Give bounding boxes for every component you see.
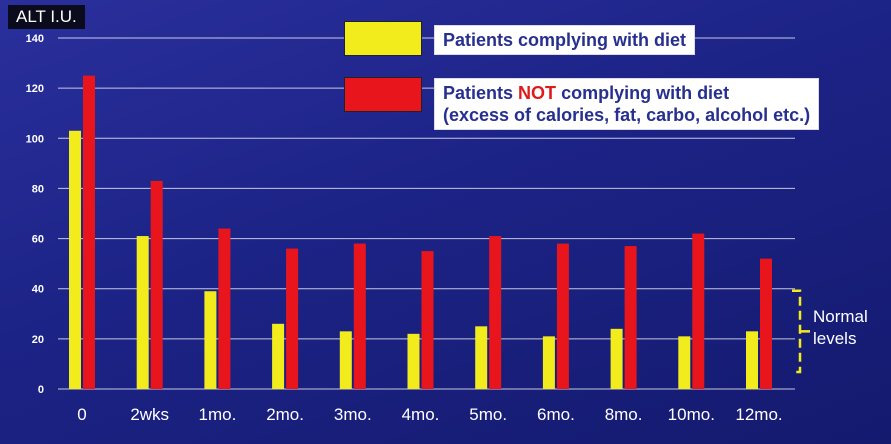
bar-not-complying: [83, 75, 95, 389]
x-tick-label: 10mo.: [668, 405, 715, 424]
bar-not-complying: [353, 243, 366, 389]
x-tick-label: 4mo.: [402, 405, 440, 424]
normal-levels-bracket: [792, 289, 802, 374]
bar-not-complying: [760, 258, 772, 389]
bar-complying: [475, 326, 488, 389]
y-tick-label: 140: [26, 33, 44, 45]
bar-not-complying: [624, 246, 637, 389]
legend-label-not-detail: (excess of calories, fat, carbo, alcohol…: [443, 105, 811, 125]
y-tick-label: 60: [32, 234, 44, 246]
bar-complying: [339, 331, 352, 389]
bar-complying: [746, 331, 758, 389]
bar-complying: [407, 333, 420, 389]
x-tick-label: 5mo.: [469, 405, 507, 424]
legend-swatch-not-complying: [344, 77, 422, 112]
legend-label-not-prefix: Patients: [443, 83, 514, 103]
y-tick-label: 0: [38, 384, 44, 396]
bar-complying: [69, 130, 81, 389]
bar-not-complying: [421, 251, 434, 389]
x-tick-label: 2wks: [130, 405, 169, 424]
bar-not-complying: [150, 180, 163, 389]
normal-levels-line2: levels: [813, 329, 857, 348]
normal-levels-annotation: Normal levels: [813, 306, 868, 350]
y-axis-label: ALT I.U.: [8, 5, 85, 29]
x-tick-label: 8mo.: [605, 405, 643, 424]
legend-label-not-word: NOT: [518, 83, 557, 103]
legend-entry-not-complying: Patients NOT complying with diet (excess…: [434, 78, 820, 130]
y-tick-label: 100: [26, 133, 44, 145]
x-tick-label: 1mo.: [199, 405, 237, 424]
x-tick-label: 2mo.: [266, 405, 304, 424]
bar-complying: [610, 328, 623, 389]
bar-complying: [542, 336, 555, 389]
x-tick-label: 12mo.: [735, 405, 782, 424]
bar-complying: [136, 236, 149, 389]
y-tick-label: 40: [32, 284, 44, 296]
y-tick-label: 120: [26, 83, 44, 95]
x-tick-label: 0: [77, 405, 86, 424]
bar-complying: [204, 291, 217, 389]
x-tick-label: 6mo.: [537, 405, 575, 424]
legend-label-complying: Patients complying with diet: [443, 30, 687, 50]
normal-levels-line1: Normal: [813, 307, 868, 326]
legend-entry-complying: Patients complying with diet: [434, 25, 696, 55]
legend-label-not-suffix: complying with diet: [561, 83, 730, 103]
bar-complying: [272, 323, 285, 389]
bar-not-complying: [489, 236, 502, 389]
bar-not-complying: [556, 243, 569, 389]
y-tick-label: 80: [32, 183, 44, 195]
x-tick-label: 3mo.: [334, 405, 372, 424]
legend-swatch-complying: [344, 21, 422, 56]
bar-not-complying: [692, 233, 705, 389]
bar-not-complying: [286, 248, 299, 389]
bar-complying: [678, 336, 691, 389]
y-tick-label: 20: [32, 334, 44, 346]
bar-not-complying: [218, 228, 231, 389]
